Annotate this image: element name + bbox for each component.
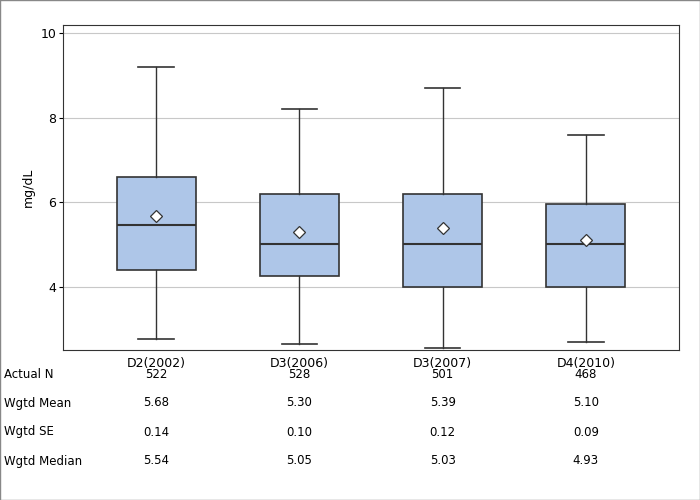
Text: 501: 501 bbox=[431, 368, 454, 380]
Y-axis label: mg/dL: mg/dL bbox=[22, 168, 34, 207]
Text: 5.10: 5.10 bbox=[573, 396, 599, 409]
Text: 0.14: 0.14 bbox=[143, 426, 169, 438]
Bar bbox=[547, 204, 625, 286]
Bar bbox=[403, 194, 482, 286]
Text: 5.39: 5.39 bbox=[430, 396, 456, 409]
Text: 0.12: 0.12 bbox=[430, 426, 456, 438]
Text: 0.10: 0.10 bbox=[286, 426, 312, 438]
Text: 4.93: 4.93 bbox=[573, 454, 599, 468]
Text: Wgtd Median: Wgtd Median bbox=[4, 454, 82, 468]
Text: 468: 468 bbox=[575, 368, 597, 380]
Text: Wgtd Mean: Wgtd Mean bbox=[4, 396, 71, 409]
Text: 5.03: 5.03 bbox=[430, 454, 456, 468]
Bar bbox=[260, 194, 339, 276]
Text: 5.54: 5.54 bbox=[143, 454, 169, 468]
Bar bbox=[117, 177, 195, 270]
Text: Actual N: Actual N bbox=[4, 368, 53, 380]
Text: Wgtd SE: Wgtd SE bbox=[4, 426, 53, 438]
Text: 0.09: 0.09 bbox=[573, 426, 599, 438]
Text: 528: 528 bbox=[288, 368, 311, 380]
Text: 5.30: 5.30 bbox=[286, 396, 312, 409]
Text: 5.05: 5.05 bbox=[286, 454, 312, 468]
Text: 522: 522 bbox=[145, 368, 167, 380]
Text: 5.68: 5.68 bbox=[143, 396, 169, 409]
